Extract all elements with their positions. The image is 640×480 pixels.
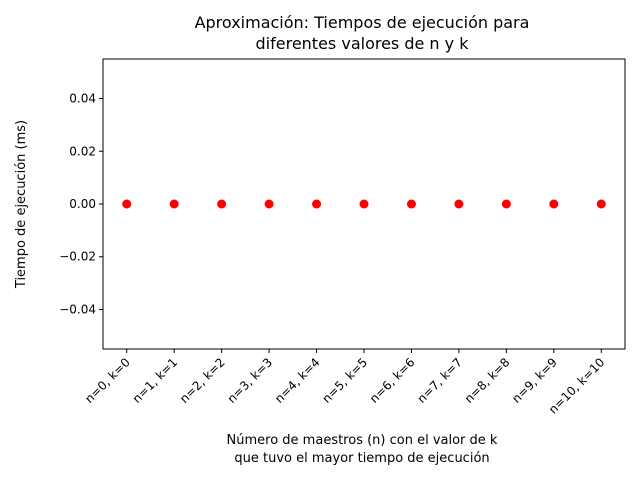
x-tick-label: n=8, k=8 — [462, 355, 513, 406]
data-point — [549, 199, 559, 209]
data-point — [596, 199, 606, 209]
data-point — [217, 199, 227, 209]
plot-area: −0.04−0.020.000.020.04n=0, k=0n=1, k=1n=… — [59, 58, 626, 417]
x-tick-label: n=2, k=2 — [177, 355, 228, 406]
chart-title-line-1: Aproximación: Tiempos de ejecución para — [195, 13, 530, 32]
x-tick-label: n=3, k=3 — [225, 355, 276, 406]
y-tick-label: 0.02 — [69, 144, 96, 158]
y-tick-label: 0.00 — [69, 197, 96, 211]
chart-title-line-2: diferentes valores de n y k — [256, 34, 470, 53]
x-tick-label: n=4, k=4 — [272, 355, 323, 406]
x-axis-label-line-2: que tuvo el mayor tiempo de ejecución — [234, 451, 489, 466]
data-point — [169, 199, 179, 209]
x-axis-label-line-1: Número de maestros (n) con el valor de k — [227, 433, 498, 448]
y-tick-label: −0.04 — [59, 302, 96, 316]
y-tick-label: −0.02 — [59, 250, 96, 264]
x-tick-label: n=1, k=1 — [130, 355, 181, 406]
x-tick-label: n=5, k=5 — [320, 355, 371, 406]
plot-frame — [102, 58, 626, 350]
data-point — [406, 199, 416, 209]
x-tick-label: n=6, k=6 — [367, 355, 418, 406]
y-tick-label: 0.04 — [69, 92, 96, 106]
x-tick-label: n=7, k=7 — [414, 355, 465, 406]
data-point — [501, 199, 511, 209]
x-tick-label: n=0, k=0 — [82, 355, 133, 406]
data-point — [454, 199, 464, 209]
x-tick-label: n=9, k=9 — [509, 355, 560, 406]
data-point — [264, 199, 274, 209]
data-point — [122, 199, 132, 209]
data-point — [359, 199, 369, 209]
data-point — [312, 199, 322, 209]
y-axis-label: Tiempo de ejecución (ms) — [14, 120, 29, 289]
